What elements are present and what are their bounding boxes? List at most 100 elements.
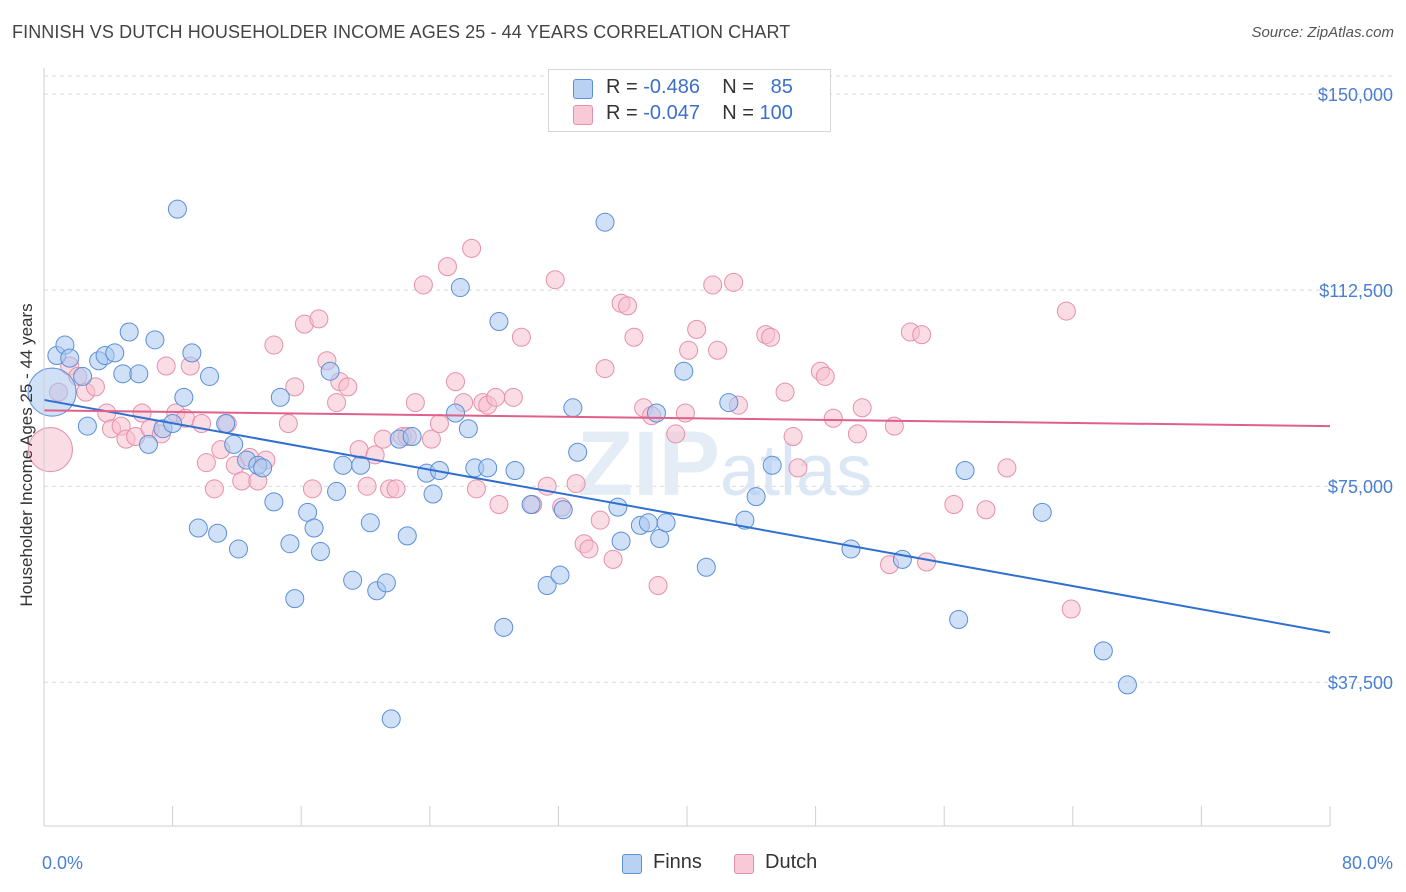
finns-point	[145, 330, 165, 350]
dutch-point	[624, 327, 644, 347]
finns-point	[264, 492, 284, 512]
dutch-point	[648, 576, 668, 596]
finns-point	[113, 364, 133, 384]
dutch-point	[1061, 599, 1081, 619]
finns-point	[200, 366, 220, 386]
dutch-swatch	[573, 105, 593, 125]
dutch-point	[232, 471, 252, 491]
finns-point	[343, 570, 363, 590]
grid-layer	[44, 75, 1392, 683]
dutch-point	[788, 458, 808, 478]
finns-swatch	[573, 79, 593, 99]
finns-point	[762, 455, 782, 475]
dutch-point	[462, 238, 482, 258]
dutch-point	[761, 327, 781, 347]
dutch-r-value: -0.047	[643, 102, 700, 124]
y-tick-label: $150,000	[1318, 85, 1393, 105]
dutch-point	[783, 427, 803, 447]
dutch-point	[413, 275, 433, 295]
finns-point	[563, 398, 583, 418]
dutch-point	[386, 479, 406, 499]
dutch-point	[156, 356, 176, 376]
finns-point	[553, 500, 573, 520]
axis-layer: $37,500 $75,000 $112,500 $150,000 0.0% 80.0% H…	[17, 68, 1393, 873]
finns-point	[216, 413, 236, 433]
finns-point	[129, 364, 149, 384]
dutch-point	[309, 309, 329, 329]
finns-point	[494, 617, 514, 637]
finns-n-label: N =	[722, 76, 760, 98]
finns-point	[1117, 675, 1137, 695]
dutch-point	[976, 500, 996, 520]
finns-point	[1032, 502, 1052, 522]
y-tick-label: $75,000	[1328, 477, 1393, 497]
y-tick-label: $112,500	[1319, 281, 1393, 301]
finns-point	[182, 343, 202, 363]
finns-point	[446, 403, 466, 423]
finns-point	[73, 366, 93, 386]
finns-point	[505, 461, 525, 481]
dutch-point	[852, 398, 872, 418]
x-tick-label: 0.0%	[42, 853, 83, 873]
finns-point	[746, 487, 766, 507]
finns-r-label: R =	[606, 76, 644, 98]
finns-point	[674, 361, 694, 381]
dutch-point	[511, 327, 531, 347]
points-layer	[27, 199, 1137, 729]
dutch-point	[823, 408, 843, 428]
dutch-point	[545, 270, 565, 290]
dutch-point	[285, 377, 305, 397]
finns-point	[656, 513, 676, 533]
finns-point	[646, 403, 666, 423]
dutch-point	[595, 359, 615, 379]
finns-point	[77, 416, 97, 436]
dutch-point	[566, 474, 586, 494]
finns-point	[735, 510, 755, 530]
correlation-legend: R = -0.486 N = 85 R = -0.047 N = 100	[548, 69, 831, 132]
finns-point	[719, 393, 739, 413]
finns-r-value: -0.486	[643, 76, 700, 98]
finns-point	[458, 419, 478, 439]
dutch-point	[997, 458, 1017, 478]
finns-point	[608, 497, 628, 517]
finns-point	[285, 589, 305, 609]
dutch-point	[912, 325, 932, 345]
finns-point	[478, 458, 498, 478]
dutch-point	[302, 479, 322, 499]
dutch-point	[429, 413, 449, 433]
dutch-r-label: R =	[606, 102, 644, 124]
finns-point	[397, 526, 417, 546]
dutch-n-value: 100	[759, 102, 793, 124]
finns-point	[224, 434, 244, 454]
dutch-trend-line	[43, 409, 1331, 428]
finns-legend-swatch	[622, 854, 642, 874]
dutch-point	[327, 393, 347, 413]
finns-point	[333, 455, 353, 475]
finns-point	[188, 518, 208, 538]
dutch-point	[503, 387, 523, 407]
dutch-point	[703, 275, 723, 295]
finns-point	[1093, 641, 1113, 661]
finns-n-value: 85	[770, 76, 793, 98]
dutch-point	[466, 479, 486, 499]
dutch-point	[724, 272, 744, 292]
finns-point	[611, 531, 631, 551]
finns-point	[310, 542, 330, 562]
finns-point	[320, 361, 340, 381]
finns-point	[955, 461, 975, 481]
dutch-legend-label: Dutch	[765, 851, 818, 873]
finns-point	[841, 539, 861, 559]
finns-point	[537, 576, 557, 596]
finns-point	[568, 442, 588, 462]
finns-point	[138, 434, 158, 454]
dutch-point	[917, 552, 937, 572]
dutch-point	[204, 479, 224, 499]
dutch-point	[815, 366, 835, 386]
dutch-point	[618, 296, 638, 316]
finns-point	[60, 348, 80, 368]
dutch-point	[405, 393, 425, 413]
dutch-point	[666, 424, 686, 444]
dutch-n-label: N =	[722, 102, 760, 124]
finns-point	[550, 565, 570, 585]
